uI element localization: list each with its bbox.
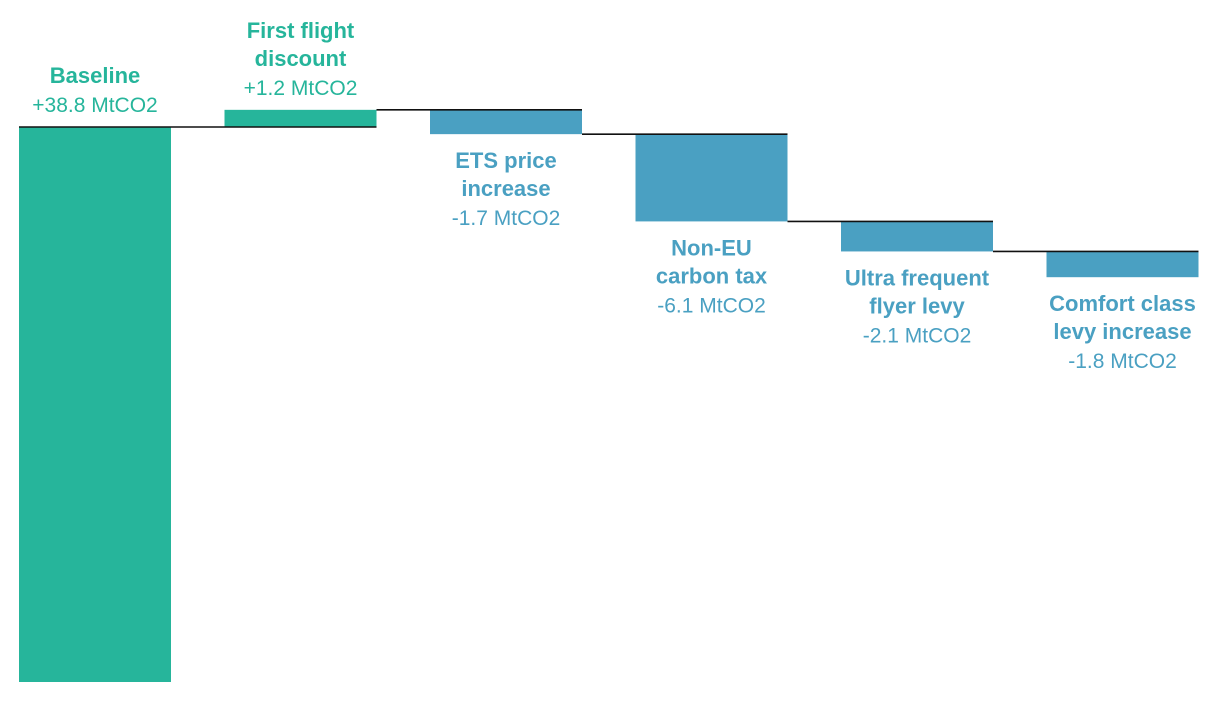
category-label-1-line-1: discount [255, 46, 347, 71]
bar-3 [635, 134, 788, 222]
category-label-5-line-0: Comfort class [1049, 291, 1196, 316]
category-label-2-line-1: increase [461, 176, 550, 201]
bar-0 [19, 127, 171, 682]
value-label-3: -6.1 MtCO2 [657, 294, 766, 317]
category-label-2-line-0: ETS price [455, 148, 556, 173]
bar-2 [430, 109, 582, 135]
category-label-1-line-0: First flight [247, 18, 355, 43]
bar-1 [224, 109, 377, 127]
category-label-0-line-0: Baseline [50, 63, 141, 88]
category-label-3-line-1: carbon tax [656, 263, 768, 288]
category-label-4-line-1: flyer levy [869, 293, 965, 318]
bar-4 [841, 221, 993, 252]
value-label-5: -1.8 MtCO2 [1068, 350, 1177, 373]
bar-5 [1046, 251, 1199, 278]
value-label-2: -1.7 MtCO2 [452, 207, 561, 230]
category-label-4-line-0: Ultra frequent [845, 265, 990, 290]
value-label-1: +1.2 MtCO2 [244, 77, 358, 100]
category-label-5-line-1: levy increase [1053, 319, 1191, 344]
category-label-3-line-0: Non-EU [671, 235, 752, 260]
value-label-4: -2.1 MtCO2 [863, 324, 972, 347]
value-label-0: +38.8 MtCO2 [32, 94, 157, 117]
